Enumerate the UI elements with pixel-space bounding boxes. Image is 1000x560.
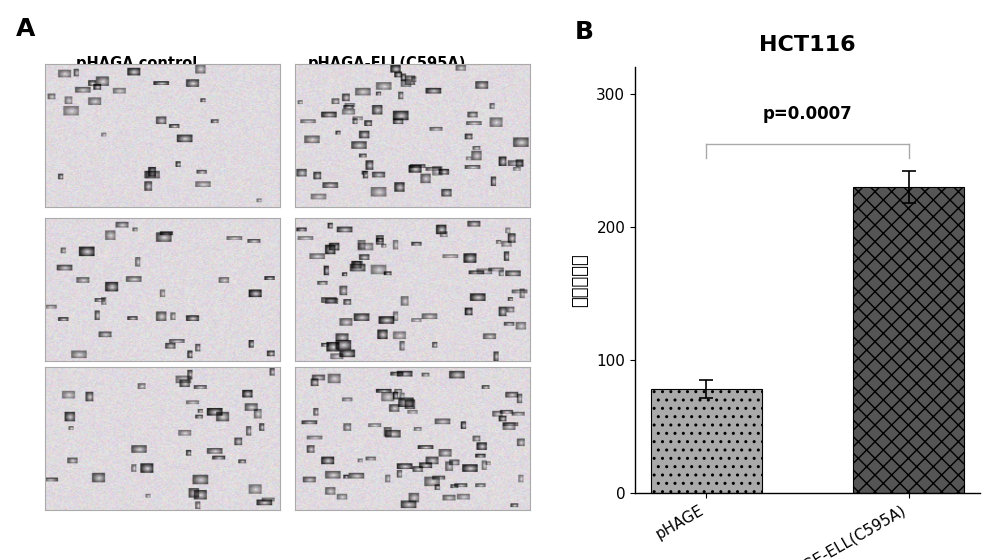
Text: A: A (16, 17, 36, 41)
Text: p=0.0007: p=0.0007 (763, 105, 852, 123)
Bar (651, 389, 762, 493)
Text: pHAGA control: pHAGA control (76, 56, 197, 71)
Bar (853, 187, 964, 493)
Text: pHAGA-ELL(C595A): pHAGA-ELL(C595A) (308, 56, 466, 71)
Y-axis label: 相对克隆数: 相对克隆数 (571, 253, 589, 307)
Title: HCT116: HCT116 (759, 35, 856, 54)
Text: B: B (575, 20, 594, 44)
